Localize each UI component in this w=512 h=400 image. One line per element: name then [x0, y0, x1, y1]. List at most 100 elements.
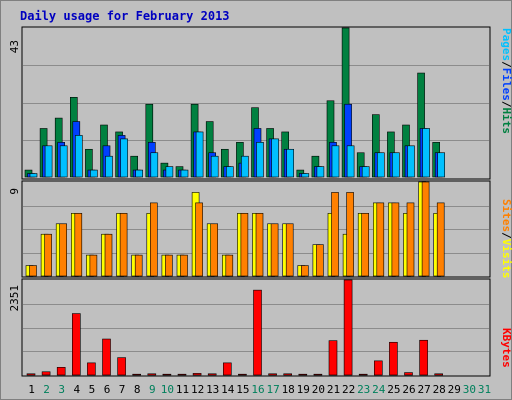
bar-sites: [331, 192, 339, 277]
bar-sites: [210, 223, 218, 277]
x-tick-label: 12: [191, 383, 204, 396]
bar-pages: [376, 152, 385, 178]
bar-sites: [270, 223, 279, 277]
bar-pages: [407, 145, 415, 178]
legend-files: Files: [500, 68, 512, 101]
bar-pages: [90, 169, 98, 178]
bar-sites: [59, 223, 68, 277]
bar-kbytes: [41, 371, 51, 376]
bar-kbytes: [102, 338, 111, 376]
bars: [24, 27, 446, 376]
x-axis-labels: 1 2 3 4 5 6 7 8 9 10 11 12 13 14 15 16 17 18 19 20 21 22 23 24 2…: [28, 383, 491, 396]
bar-pages: [392, 152, 400, 178]
bar-sites: [361, 213, 370, 277]
x-tick-label: 23: [357, 383, 370, 396]
x-tick-label: 30: [463, 383, 476, 396]
bar-kbytes: [26, 373, 36, 376]
bar-pages: [135, 169, 143, 178]
bar-pages: [271, 138, 279, 178]
bar-pages: [286, 148, 295, 178]
legend-sep: /: [500, 232, 512, 239]
x-tick-label: 13: [206, 383, 219, 396]
bar-sites: [421, 181, 430, 277]
bar-kbytes: [434, 373, 444, 376]
bar-sites: [240, 213, 249, 277]
bar-kbytes: [253, 289, 262, 376]
bar-kbytes: [389, 341, 398, 376]
bar-kbytes: [162, 373, 172, 376]
bar-kbytes: [56, 367, 66, 376]
bar-sites: [74, 213, 83, 277]
bar-pages: [361, 166, 370, 178]
bar-pages: [226, 166, 234, 178]
bar-kbytes: [404, 372, 413, 376]
bar-sites: [285, 223, 294, 277]
x-tick-label: 15: [236, 383, 249, 396]
bar-sites: [300, 265, 309, 277]
bar-kbytes: [298, 373, 308, 376]
bar-kbytes: [343, 279, 353, 376]
x-tick-label: 11: [176, 383, 189, 396]
x-tick-label: 27: [417, 383, 430, 396]
x-tick-label: 2: [43, 383, 50, 396]
x-tick-label: 28: [433, 383, 446, 396]
x-tick-label: 20: [312, 383, 325, 396]
bar-sites: [346, 192, 354, 277]
bar-kbytes: [283, 373, 293, 376]
legend-visits-panel: Sites/Visits: [500, 199, 512, 279]
x-tick-label: 5: [89, 383, 96, 396]
bar-pages: [150, 152, 159, 178]
bar-pages: [256, 142, 264, 178]
bar-pages: [210, 155, 219, 178]
bar-kbytes: [328, 340, 338, 376]
x-tick-label: 6: [104, 383, 111, 396]
bar-sites: [104, 233, 113, 277]
x-tick-label: 16: [251, 383, 264, 396]
bar-sites: [119, 213, 128, 277]
bar-pages: [180, 169, 189, 178]
ymax-label-hits: 43: [8, 40, 21, 53]
x-tick-label: 29: [448, 383, 461, 396]
bar-pages: [331, 145, 340, 178]
x-tick-label: 24: [372, 383, 386, 396]
bar-pages: [241, 155, 249, 178]
bar-kbytes: [207, 373, 217, 376]
bar-kbytes: [419, 339, 428, 376]
legend-hits-panel: Pages/Files/Hits: [500, 28, 512, 134]
x-tick-label: 7: [119, 383, 126, 396]
x-tick-label: 19: [297, 383, 310, 396]
x-tick-label: 4: [73, 383, 80, 396]
x-tick-label: 21: [327, 383, 340, 396]
x-tick-label: 1: [28, 383, 35, 396]
x-tick-label: 18: [282, 383, 295, 396]
bar-sites: [150, 202, 158, 277]
bar-sites: [89, 254, 98, 277]
bar-kbytes: [238, 373, 247, 376]
bar-sites: [195, 202, 203, 277]
bar-pages: [120, 138, 128, 178]
bar-pages: [165, 166, 174, 178]
x-tick-label: 26: [402, 383, 415, 396]
bar-pages: [437, 152, 446, 178]
bar-pages: [44, 145, 53, 178]
bar-pages: [29, 173, 38, 178]
bar-kbytes: [313, 373, 323, 376]
bar-sites: [316, 244, 324, 277]
bar-kbytes: [177, 373, 187, 376]
x-tick-label: 25: [387, 383, 400, 396]
legend-kbytes: KBytes: [500, 328, 512, 368]
bar-kbytes: [117, 357, 126, 376]
bar-pages: [316, 166, 325, 178]
bar-sites: [225, 254, 234, 277]
bar-kbytes: [223, 362, 232, 376]
bar-sites: [391, 202, 400, 277]
legend-sites: Sites: [500, 199, 512, 232]
bar-pages: [346, 145, 355, 178]
ymax-label-kbytes: 2351: [8, 285, 21, 312]
legend-pages: Pages: [500, 28, 512, 61]
bar-sites: [436, 202, 445, 277]
bar-pages: [75, 135, 83, 178]
x-tick-label: 17: [266, 383, 279, 396]
x-tick-label: 8: [134, 383, 141, 396]
